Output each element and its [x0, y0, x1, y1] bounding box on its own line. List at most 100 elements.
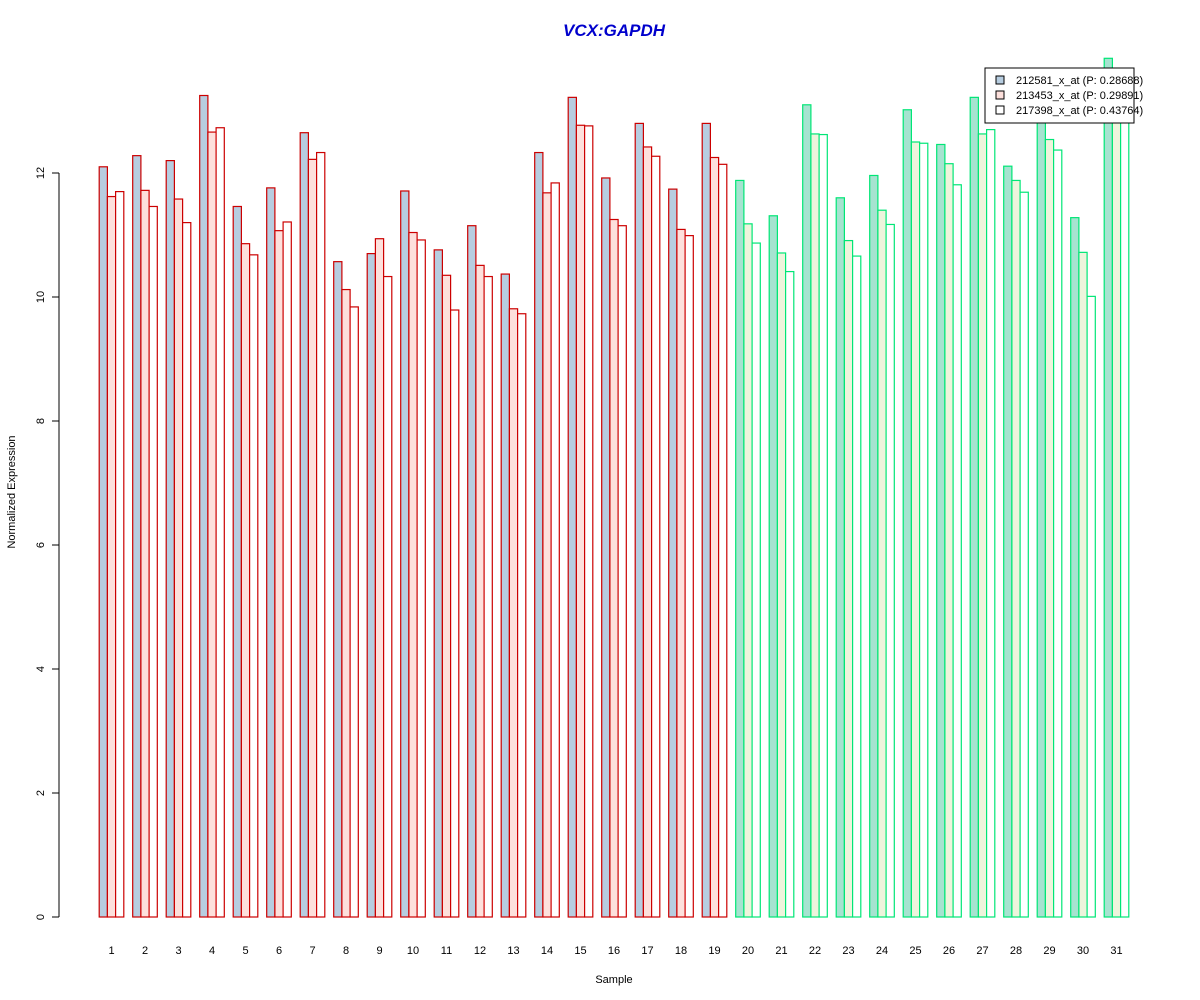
bar-sample-10-series-3: [416, 239, 426, 918]
bar-sample-1-series-3: [114, 191, 125, 918]
x-tick-label: 4: [209, 945, 215, 957]
x-tick-label: 1: [108, 945, 114, 957]
bar-sample-12-series-3: [483, 275, 493, 918]
bar-sample-5-series-1: [232, 205, 242, 918]
x-tick-label: 30: [1077, 945, 1089, 957]
bar-sample-20-series-1: [735, 179, 745, 918]
x-tick-label: 14: [541, 945, 553, 957]
bar-sample-25-series-3: [918, 142, 929, 918]
bar-sample-12-series-1: [467, 225, 477, 918]
bar-sample-30-series-3: [1086, 295, 1096, 918]
bar-sample-5-series-3: [249, 254, 259, 918]
y-axis: 0 2 4 6 8 10 12: [35, 167, 60, 920]
x-tick-label: 18: [675, 945, 687, 957]
bar-sample-7-series-3: [316, 151, 326, 918]
bar-sample-3-series-3: [182, 222, 192, 918]
x-tick-label: 24: [876, 945, 888, 957]
bar-sample-23-series-1: [835, 197, 846, 918]
bar-sample-15-series-3: [583, 125, 594, 918]
bar-sample-23-series-2: [843, 239, 854, 918]
x-tick-label: 17: [641, 945, 653, 957]
bar-sample-30-series-2: [1078, 251, 1088, 918]
x-tick-label: 19: [708, 945, 720, 957]
bar-sample-17-series-2: [642, 146, 653, 918]
bar-sample-28-series-1: [1003, 165, 1013, 918]
bar-sample-17-series-3: [650, 155, 661, 918]
y-tick-label: 12: [35, 167, 47, 179]
x-tick-label: 16: [608, 945, 620, 957]
x-tick-label: 31: [1110, 945, 1122, 957]
bar-sample-25-series-2: [910, 141, 921, 918]
bar-sample-17-series-1: [634, 122, 645, 918]
legend-swatch-2: [995, 90, 1005, 100]
x-tick-label: 2: [142, 945, 148, 957]
bar-sample-18-series-3: [684, 235, 694, 918]
bar-sample-13-series-3: [516, 313, 527, 918]
bar-sample-15-series-2: [575, 124, 586, 918]
bar-sample-14-series-3: [550, 182, 560, 918]
x-tick-label: 25: [909, 945, 921, 957]
bar-sample-16-series-3: [617, 225, 627, 918]
bar-sample-24-series-3: [885, 223, 895, 918]
x-tick-label: 22: [809, 945, 821, 957]
y-tick-label: 4: [35, 666, 47, 672]
x-axis-labels: 1 2 3 4 5 6 7 8 9 10 11 12 13 14 15 16 17 18 19 20 21 22 23 24 2…: [108, 945, 1122, 957]
x-tick-label: 6: [276, 945, 282, 957]
y-tick-label: 8: [35, 418, 47, 424]
bar-sample-11-series-1: [433, 249, 444, 918]
bar-sample-4-series-3: [215, 127, 225, 918]
bar-sample-6-series-2: [274, 230, 284, 918]
x-tick-label: 9: [376, 945, 382, 957]
bar-sample-19-series-2: [709, 156, 720, 918]
bar-sample-25-series-1: [902, 109, 913, 918]
bar-sample-26-series-2: [944, 163, 954, 918]
bar-sample-12-series-2: [475, 264, 485, 918]
bar-sample-31-series-2: [1111, 91, 1122, 918]
bar-sample-4-series-2: [207, 131, 217, 918]
bar-sample-27-series-2: [977, 133, 988, 918]
bar-sample-13-series-2: [508, 308, 519, 918]
bar-sample-6-series-1: [266, 187, 276, 918]
x-tick-label: 13: [507, 945, 519, 957]
legend-swatch-1: [995, 75, 1005, 85]
bar-sample-9-series-3: [383, 275, 393, 918]
bar-sample-6-series-3: [282, 221, 292, 918]
x-tick-label: 8: [343, 945, 349, 957]
bar-sample-5-series-2: [240, 243, 251, 918]
bar-sample-19-series-3: [717, 163, 728, 918]
bar-sample-29-series-3: [1052, 149, 1063, 918]
x-tick-label: 7: [309, 945, 315, 957]
bar-sample-15-series-1: [567, 96, 578, 918]
legend-box: [984, 67, 1135, 124]
bar-sample-1-series-2: [106, 195, 117, 918]
bar-sample-28-series-2: [1011, 179, 1021, 918]
bar-sample-2-series-2: [140, 189, 150, 918]
bar-sample-31-series-1: [1103, 57, 1113, 918]
legend: 212581_x_at (P: 0.28688) 213453_x_at (P: …: [984, 67, 1143, 124]
bar-sample-24-series-1: [869, 174, 879, 918]
chart-title: VCX:GAPDH: [563, 21, 666, 40]
x-tick-label: 20: [742, 945, 754, 957]
y-tick-label: 10: [35, 291, 47, 303]
bar-sample-20-series-2: [743, 223, 753, 918]
bar-sample-28-series-3: [1019, 191, 1029, 918]
bar-sample-19-series-1: [701, 122, 712, 918]
bar-sample-4-series-1: [199, 94, 209, 918]
y-tick-label: 6: [35, 542, 47, 548]
legend-label-1: 212581_x_at (P: 0.28688): [1016, 75, 1143, 87]
x-tick-label: 3: [175, 945, 181, 957]
bar-sample-22-series-2: [810, 133, 820, 918]
x-tick-label: 12: [474, 945, 486, 957]
x-tick-label: 28: [1010, 945, 1022, 957]
bar-sample-7-series-2: [307, 158, 318, 918]
x-tick-label: 15: [574, 945, 586, 957]
legend-label-2: 213453_x_at (P: 0.29891): [1016, 90, 1143, 102]
bar-sample-29-series-2: [1044, 138, 1055, 918]
bar-sample-20-series-3: [751, 242, 761, 918]
bar-sample-18-series-2: [676, 228, 686, 918]
bar-sample-24-series-2: [877, 209, 887, 918]
bar-sample-29-series-1: [1036, 119, 1046, 918]
bar-sample-8-series-1: [333, 261, 343, 918]
x-tick-label: 27: [976, 945, 988, 957]
